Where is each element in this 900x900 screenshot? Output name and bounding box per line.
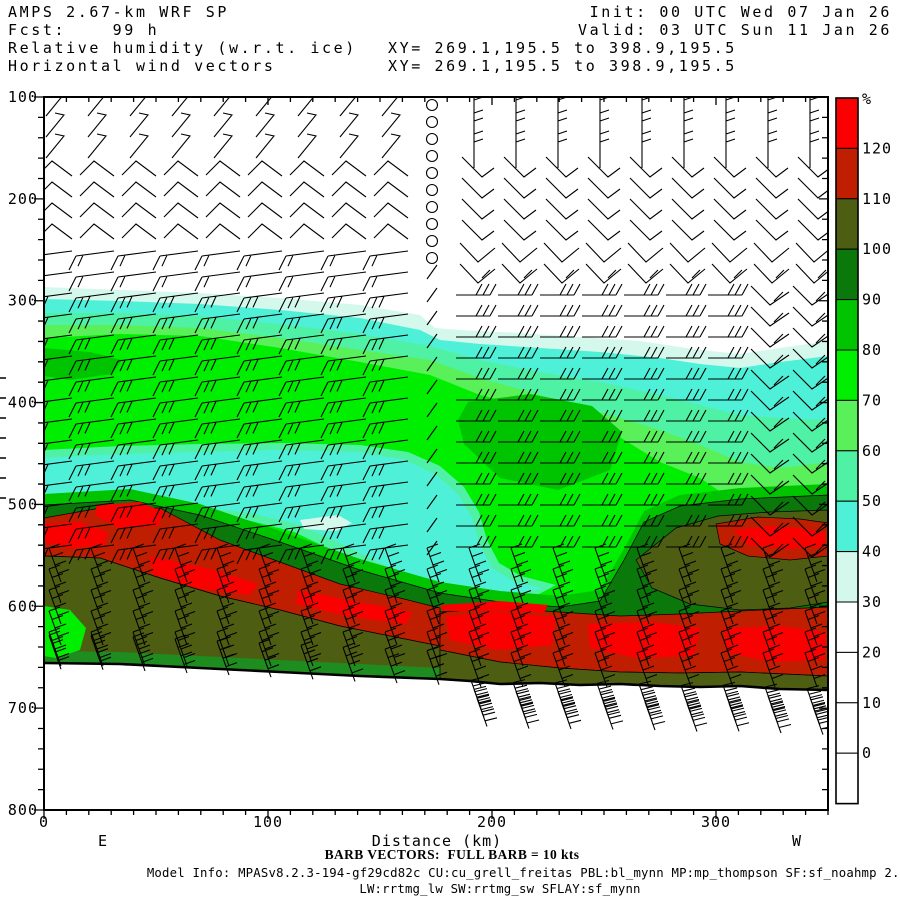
colorbar-tick-label: 70 (862, 391, 882, 409)
y-tick-label: 800 (8, 801, 38, 819)
calm-circle (425, 183, 439, 197)
y-axis-clipped-label-marks (0, 377, 6, 499)
colorbar-segment (835, 299, 859, 351)
colorbar-segment (835, 147, 859, 200)
barb-legend: BARB VECTORS: FULL BARB = 10 kts (324, 847, 580, 862)
calm-circle (425, 166, 439, 180)
y-tick-label: 200 (8, 190, 38, 208)
colorbar-tick-label: 100 (862, 240, 892, 258)
colorbar-segment (835, 551, 859, 603)
calm-circle (425, 149, 439, 163)
colorbar-tick-label: 80 (862, 341, 882, 359)
xy-range-2: XY= 269.1,195.5 to 398.9,195.5 (388, 57, 737, 75)
colorbar-unit: % (862, 90, 873, 108)
calm-circle (425, 251, 439, 265)
x-tick-label: 300 (701, 813, 731, 831)
valid-time: Valid: 03 UTC Sun 11 Jan 26 (577, 21, 892, 39)
overlay-title: Horizontal wind vectors (8, 57, 276, 75)
colorbar-tick-label: 110 (862, 190, 892, 208)
rh80-blob-left (44, 348, 122, 380)
rh-contour-field (44, 287, 828, 810)
colorbar-tick-label: 20 (862, 643, 882, 661)
model-physics: LW:rrtmg_lw SW:rrtmg_sw SFLAY:sf_mynn (359, 882, 641, 896)
field-title: Relative humidity (w.r.t. ice) (8, 39, 357, 57)
x-tick-label: 200 (477, 813, 507, 831)
colorbar-segment (835, 752, 859, 805)
colorbar-tick-label: 120 (862, 139, 892, 157)
y-tick-label: 400 (8, 394, 38, 412)
model-info: Model Info: MPASv8.2.3-194-gf29cd82c CU:… (146, 866, 900, 880)
x-end-label-east: E (98, 832, 109, 850)
calm-circle (425, 234, 439, 248)
y-tick-label: 500 (8, 495, 38, 513)
colorbar-segment (835, 450, 859, 502)
colorbar-segment (835, 97, 859, 149)
axes: 0 100 200 300 100 200 300 400 500 600 700 800 (0, 88, 829, 831)
below-ground-mask (44, 663, 828, 810)
colorbar-tick-label: 60 (862, 442, 882, 460)
colorbar-tick-label: 90 (862, 291, 882, 309)
x-end-label-west: W (792, 832, 803, 850)
forecast-hour: Fcst: 99 h (8, 21, 160, 39)
y-tick-label: 600 (8, 597, 38, 615)
colorbar-tick-label: 50 (862, 492, 882, 510)
terrain-line (43, 661, 829, 692)
colorbar-segment (835, 198, 859, 250)
xy-range-1: XY= 269.1,195.5 to 398.9,195.5 (388, 39, 737, 57)
x-axis-title: Distance (km) (371, 832, 503, 850)
red-core-l1 (96, 502, 164, 528)
rh80-rim (44, 484, 828, 607)
init-time: Init: 00 UTC Wed 07 Jan 26 (589, 3, 892, 21)
red-core-r2 (588, 622, 700, 658)
colorbar-segment (835, 702, 859, 754)
x-tick-label: 100 (253, 813, 283, 831)
calm-circle (425, 217, 439, 231)
axis-ticks (34, 96, 829, 819)
plot-frame (43, 96, 829, 811)
colorbar-tick-label: 40 (862, 543, 882, 561)
product-title: AMPS 2.67-km WRF SP (8, 3, 229, 21)
green-strip-surface (44, 651, 440, 680)
y-tick-label: 100 (8, 88, 38, 106)
wind-barbs (44, 97, 828, 735)
colorbar-segment (835, 349, 859, 401)
red-core-l2 (44, 522, 108, 548)
colorbar-tick-label: 30 (862, 593, 882, 611)
y-tick-label: 300 (8, 292, 38, 310)
calm-circle (425, 132, 439, 146)
colorbar-segment (835, 601, 859, 653)
y-tick-label: 700 (8, 699, 38, 717)
red-core-l3 (150, 556, 258, 595)
colorbar-frame (835, 97, 859, 805)
colorbar-tick-label: 10 (862, 694, 882, 712)
colorbar-segment (835, 500, 859, 553)
calm-circle (425, 115, 439, 129)
colorbar-segment (835, 399, 859, 452)
x-tick-label: 0 (39, 813, 49, 831)
calm-circle (425, 200, 439, 214)
calm-circle (425, 98, 439, 112)
colorbar-segment (835, 248, 859, 301)
colorbar-tick-label: 0 (862, 744, 872, 762)
colorbar-segment (835, 651, 859, 704)
red-core-r0 (440, 601, 548, 613)
